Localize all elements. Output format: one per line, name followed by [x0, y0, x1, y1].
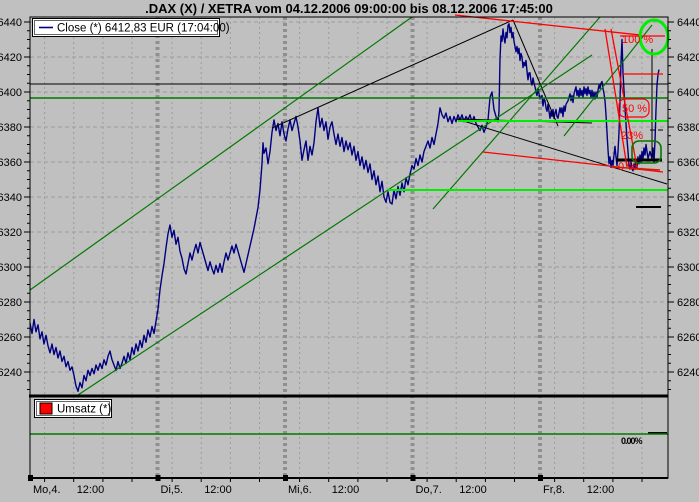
svg-text:23%: 23%: [621, 130, 643, 142]
volume-legend-box: [34, 399, 112, 418]
svg-text:12:00: 12:00: [204, 484, 232, 496]
svg-text:6380: 6380: [677, 122, 699, 134]
svg-text:0.00%: 0.00%: [621, 436, 643, 446]
svg-text:6380: 6380: [0, 122, 22, 134]
svg-text:6340: 6340: [677, 192, 699, 204]
svg-text:Fr,8.: Fr,8.: [543, 484, 565, 496]
axes: [24, 16, 674, 482]
svg-text:12:00: 12:00: [459, 484, 487, 496]
svg-text:12:00: 12:00: [587, 484, 615, 496]
svg-text:6300: 6300: [0, 262, 22, 274]
price-legend: Close (*) 6412,83 EUR (17:04:00): [32, 18, 230, 37]
svg-text:0 %: 0 %: [618, 161, 637, 173]
chart-title: .DAX (X) / XETRA vom 04.12.2006 09:00:00…: [145, 1, 553, 16]
svg-text:6320: 6320: [0, 227, 22, 239]
svg-text:6280: 6280: [0, 297, 22, 309]
svg-text:6260: 6260: [0, 332, 22, 344]
svg-text:12:00: 12:00: [77, 484, 105, 496]
svg-text:6340: 6340: [0, 192, 22, 204]
svg-text:6300: 6300: [677, 262, 699, 274]
svg-text:6360: 6360: [677, 157, 699, 169]
svg-text:6440: 6440: [677, 17, 699, 29]
svg-text:6240: 6240: [677, 367, 699, 379]
svg-text:6420: 6420: [0, 52, 22, 64]
svg-text:100 %: 100 %: [622, 34, 653, 46]
close-price-line: [29, 23, 660, 392]
svg-text:6400: 6400: [0, 87, 22, 99]
trendline-annotations: [29, 14, 670, 435]
price-legend-label: Close (*) 6412,83 EUR (17:04:00): [57, 23, 230, 35]
svg-text:Do,7.: Do,7.: [416, 484, 442, 496]
svg-text:6240: 6240: [0, 367, 22, 379]
svg-text:6420: 6420: [677, 52, 699, 64]
svg-text:6400: 6400: [677, 87, 699, 99]
svg-text:6280: 6280: [677, 297, 699, 309]
svg-text:12:00: 12:00: [332, 484, 360, 496]
price-legend-inner-border: [34, 20, 218, 35]
svg-text:6440: 6440: [0, 17, 22, 29]
volume-legend: Umsatz (*): [34, 399, 112, 418]
svg-text:6320: 6320: [677, 227, 699, 239]
svg-text:Di,5.: Di,5.: [161, 484, 184, 496]
svg-text:Mi,6.: Mi,6.: [288, 484, 312, 496]
svg-text:Mo,4.: Mo,4.: [33, 484, 61, 496]
axis-tick-labels: 6440 6440 6420 6420 6400 6400 6380 6380 6360 6360…: [0, 17, 699, 496]
volume-legend-inner-border: [36, 401, 110, 416]
price-legend-box: [32, 18, 220, 37]
umsatz-swatch: [39, 402, 53, 415]
svg-text:50 %: 50 %: [622, 103, 647, 115]
svg-text:6260: 6260: [677, 332, 699, 344]
svg-text:6360: 6360: [0, 157, 22, 169]
volume-legend-label: Umsatz (*): [57, 404, 111, 416]
fibonacci-labels: 100 % 50 % 23% 0 % 0.00%: [618, 34, 653, 446]
